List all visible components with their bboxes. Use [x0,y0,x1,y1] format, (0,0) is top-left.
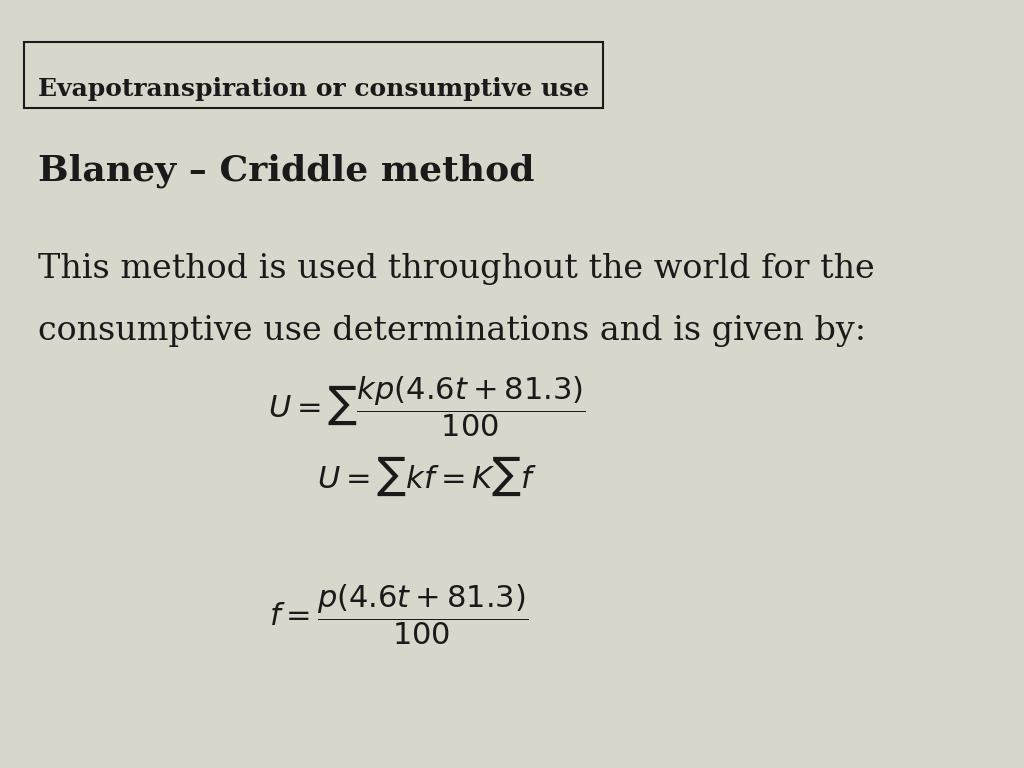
Text: $U = \sum kf = K\sum f$: $U = \sum kf = K\sum f$ [317,455,538,498]
Text: $f = \dfrac{p\left(4.6t+81.3\right)}{100}$: $f = \dfrac{p\left(4.6t+81.3\right)}{100… [269,582,528,647]
Text: $U = \sum \dfrac{kp\left(4.6t+81.3\right)}{100}$: $U = \sum \dfrac{kp\left(4.6t+81.3\right… [268,375,586,439]
Text: Blaney – Criddle method: Blaney – Criddle method [38,154,535,188]
Text: Evapotranspiration or consumptive use: Evapotranspiration or consumptive use [38,77,589,101]
Text: consumptive use determinations and is given by:: consumptive use determinations and is gi… [38,315,866,347]
FancyBboxPatch shape [24,42,603,108]
Text: This method is used throughout the world for the: This method is used throughout the world… [38,253,874,286]
